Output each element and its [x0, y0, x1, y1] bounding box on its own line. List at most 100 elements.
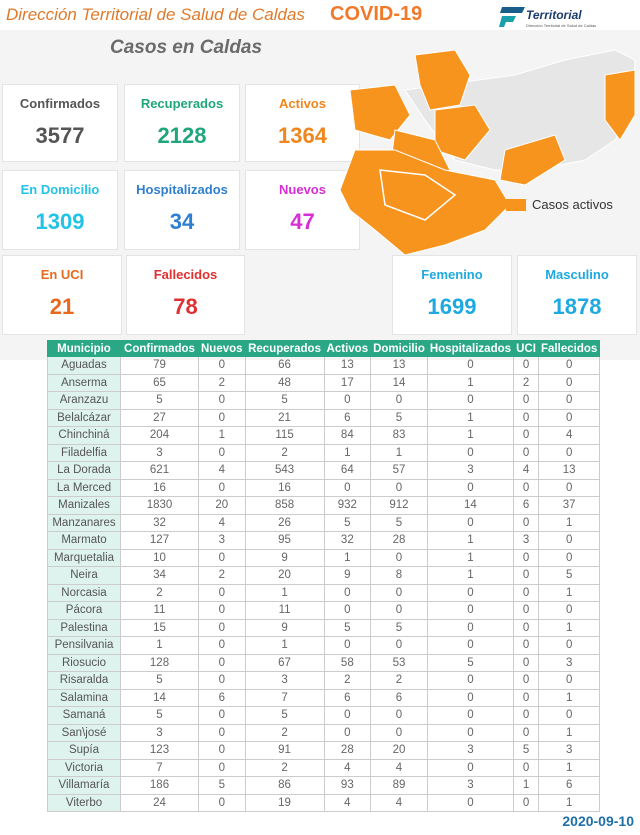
- table-cell: 5: [370, 408, 428, 427]
- table-cell: 0: [370, 706, 428, 725]
- table-cell: 26: [244, 513, 325, 532]
- legend-swatch: [506, 198, 526, 211]
- table-cell: 0: [198, 741, 246, 760]
- table-cell: 5: [198, 776, 246, 795]
- table-cell: 9: [244, 548, 325, 567]
- map-region-active: [379, 169, 457, 221]
- table-cell: 0: [426, 618, 515, 637]
- table-cell: 24: [120, 793, 199, 812]
- table-cell: 6: [323, 408, 372, 427]
- table-cell: 115: [244, 426, 325, 445]
- table-cell: 0: [426, 356, 515, 375]
- table-cell: 0: [198, 653, 246, 672]
- table-cell: 5: [244, 706, 325, 725]
- table-cell: 0: [198, 618, 246, 637]
- stat-card-femenino: Femenino 1699: [392, 255, 512, 335]
- table-cell: 0: [198, 478, 246, 497]
- table-cell: 2: [120, 583, 199, 602]
- table-cell: 4: [370, 758, 428, 777]
- stat-value: 3577: [35, 123, 85, 148]
- table-cell: 4: [513, 461, 540, 480]
- table-cell: 6: [538, 776, 601, 795]
- table-cell: 5: [426, 653, 515, 672]
- table-cell: 3: [538, 741, 601, 760]
- stat-label: Nuevos: [279, 182, 326, 197]
- logo-text: Territorial: [526, 8, 582, 22]
- table-cell: 84: [323, 426, 372, 445]
- table-cell: 5: [244, 391, 325, 410]
- caldas-map: [335, 30, 640, 260]
- table-cell: 0: [198, 601, 246, 620]
- table-cell: 204: [120, 426, 199, 445]
- table-row: La Merced 16 0 16 0 0 0 0 0: [47, 478, 601, 497]
- municipio-cell: La Merced: [47, 478, 121, 497]
- municipio-cell: Villamaría: [47, 776, 121, 795]
- table-cell: 3: [426, 461, 515, 480]
- table-cell: 0: [426, 636, 515, 655]
- table-cell: 14: [120, 688, 199, 707]
- table-cell: 0: [538, 671, 601, 690]
- table-cell: 0: [538, 391, 601, 410]
- table-cell: 13: [323, 356, 372, 375]
- table-cell: 1: [323, 443, 372, 462]
- table-cell: 912: [370, 496, 428, 515]
- table-row: Pensilvania 1 0 1 0 0 0 0 0: [47, 636, 601, 655]
- table-cell: 0: [513, 706, 540, 725]
- map-region-active: [499, 134, 566, 186]
- table-cell: 67: [244, 653, 325, 672]
- table-cell: 2: [244, 443, 325, 462]
- table-cell: 5: [370, 513, 428, 532]
- table-cell: 0: [513, 443, 540, 462]
- legend-label: Casos activos: [532, 197, 613, 212]
- table-cell: 0: [198, 706, 246, 725]
- table-cell: 0: [198, 548, 246, 567]
- column-header: UCI: [513, 340, 540, 357]
- municipios-table: Municipio Confirmados Nuevos Recuperados Act…: [47, 340, 601, 812]
- page-subtitle: Casos en Caldas: [110, 37, 263, 58]
- table-cell: 0: [426, 601, 515, 620]
- stat-card-hospitalizados: Hospitalizados 34: [124, 170, 240, 250]
- table-row: Risaralda 5 0 3 2 2 0 0 0: [47, 671, 601, 690]
- table-cell: 1830: [120, 496, 199, 515]
- table-cell: 1: [538, 793, 601, 812]
- table-cell: 3: [426, 741, 515, 760]
- table-row: Villamaría 186 5 86 93 89 3 1 6: [47, 776, 601, 795]
- municipio-cell: Palestina: [47, 618, 121, 637]
- municipio-cell: San\josé: [47, 723, 121, 742]
- table-cell: 28: [370, 531, 428, 550]
- table-cell: 1: [426, 408, 515, 427]
- table-cell: 1: [538, 688, 601, 707]
- table-cell: 0: [538, 601, 601, 620]
- table-cell: 0: [538, 408, 601, 427]
- municipio-cell: Aranzazu: [47, 391, 121, 410]
- table-cell: 0: [513, 408, 540, 427]
- table-cell: 0: [513, 758, 540, 777]
- table-cell: 0: [513, 513, 540, 532]
- table-cell: 5: [538, 566, 601, 585]
- table-cell: 0: [513, 391, 540, 410]
- stat-label: Masculino: [545, 267, 609, 282]
- table-cell: 0: [426, 688, 515, 707]
- table-cell: 20: [370, 741, 428, 760]
- table-cell: 0: [198, 758, 246, 777]
- municipio-cell: Riosucio: [47, 653, 121, 672]
- table-cell: 186: [120, 776, 199, 795]
- table-cell: 17: [323, 373, 372, 392]
- table-cell: 0: [426, 478, 515, 497]
- table-row: Norcasia 2 0 1 0 0 0 0 1: [47, 583, 601, 602]
- table-cell: 19: [244, 793, 325, 812]
- municipio-cell: Risaralda: [47, 671, 121, 690]
- table-cell: 0: [513, 583, 540, 602]
- table-row: Salamina 14 6 7 6 6 0 0 1: [47, 688, 601, 707]
- table-cell: 0: [513, 723, 540, 742]
- table-cell: 65: [120, 373, 199, 392]
- column-header: Domicilio: [370, 340, 428, 357]
- table-row: Aguadas 79 0 66 13 13 0 0 0: [47, 356, 601, 375]
- table-cell: 3: [538, 653, 601, 672]
- municipio-cell: Norcasia: [47, 583, 121, 602]
- table-cell: 1: [244, 583, 325, 602]
- table-cell: 6: [198, 688, 246, 707]
- table-cell: 0: [538, 356, 601, 375]
- table-cell: 8: [370, 566, 428, 585]
- table-row: Aranzazu 5 0 5 0 0 0 0 0: [47, 391, 601, 410]
